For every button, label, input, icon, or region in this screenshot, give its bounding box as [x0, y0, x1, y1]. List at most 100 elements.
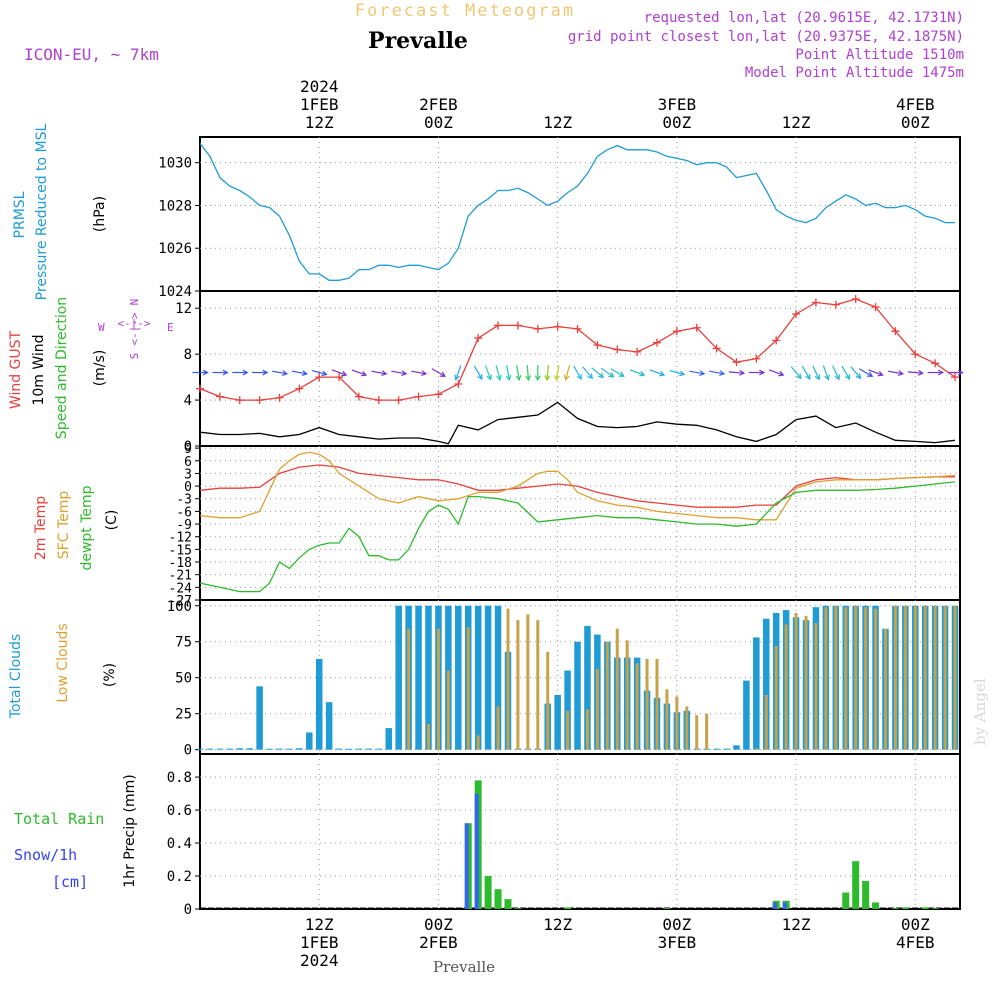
rain-bar [484, 876, 492, 909]
total-cloud-bar [236, 748, 243, 750]
rain-legend: Total Rain [14, 810, 104, 828]
snow-bar [464, 823, 469, 909]
top-time-label: 1FEB [300, 95, 339, 114]
rain-bar [862, 880, 870, 909]
wind-arrow [748, 369, 766, 376]
total-cloud-bar [763, 618, 770, 750]
gust-marker [672, 327, 681, 336]
low-cloud-bar [804, 615, 808, 750]
y-tick-label: -15 [169, 543, 192, 558]
wind-arrow [689, 370, 706, 376]
gust-marker [533, 324, 542, 333]
gust-marker [692, 323, 701, 332]
gust-marker [553, 322, 562, 331]
total-cloud-bar [743, 680, 750, 750]
low-cloud-bar [705, 713, 709, 750]
low-cloud-bar [407, 628, 411, 750]
gust-marker [374, 396, 383, 405]
wind-arrow [351, 369, 368, 377]
total-cloud-bar [753, 637, 760, 750]
wind-arrow [649, 369, 666, 377]
compass-horizontal-arrows: <-|-> [117, 317, 150, 330]
y-tick-label: -27 [169, 594, 192, 609]
wind-arrow [371, 370, 388, 376]
gust-marker [235, 396, 244, 405]
low-cloud-bar [595, 669, 599, 750]
wind-arrow [790, 366, 802, 380]
series-line [199, 298, 956, 401]
pressure-axis-subtitle: Pressure Reduced to MSL [34, 123, 50, 300]
low-cloud-bar [824, 607, 828, 750]
snow-legend: Snow/1h [14, 846, 77, 864]
wind-arrow [495, 365, 502, 381]
gust-marker [891, 327, 900, 336]
rain-bar [842, 892, 850, 909]
precip-axis-title: 1hr Precip (mm) [122, 774, 138, 887]
wind-arrow [822, 365, 830, 381]
wind-arrow [473, 365, 483, 381]
gust-marker [474, 334, 483, 343]
gust-marker [434, 390, 443, 399]
y-tick-label: 0 [184, 480, 192, 495]
gust-marker [831, 300, 840, 309]
wind-panel: 0 4 8 12 [175, 290, 964, 455]
model-name: ICON-EU, ~ 7km [24, 45, 159, 64]
gust-marker [454, 380, 463, 388]
y-tick-label: 6 [184, 455, 192, 470]
top-time-label: 12Z [305, 113, 334, 132]
gust-marker [931, 359, 940, 368]
snow-unit-legend: [cm] [52, 873, 88, 891]
compass-west: W [98, 321, 105, 334]
wind-arrow [391, 370, 408, 376]
wind-arrow [801, 365, 811, 381]
bottom-time-label: 12Z [782, 915, 811, 934]
compass-rose: W E <-|-><-|-> N S [98, 299, 174, 360]
wind-arrow [534, 365, 541, 382]
total-cloud-bar [206, 748, 214, 750]
low-cloud-bar [754, 748, 758, 750]
gust-marker [613, 345, 622, 354]
gust-marker [255, 396, 264, 405]
rain-bar [504, 899, 512, 909]
gust-marker [394, 396, 403, 405]
total-cloud-bar [196, 748, 204, 750]
y-tick-label: 8 [184, 347, 192, 363]
bottom-time-label: 3FEB [658, 933, 697, 952]
rain-bar [921, 907, 929, 909]
y-tick-label: -21 [169, 569, 192, 584]
y-tick-label: 9 [184, 442, 192, 457]
panel-frame [199, 753, 961, 910]
gust-marker [652, 338, 661, 347]
location-title: Prevalle [368, 28, 468, 54]
pressure-axis-unit: (hPa) [92, 196, 108, 232]
compass-vertical-arrows: <-|-> [128, 312, 141, 345]
wind-arrow [252, 369, 269, 376]
low-cloud-bar [476, 735, 480, 750]
gust-marker [275, 393, 284, 402]
wind-arrow [484, 365, 493, 381]
gust-marker [513, 321, 522, 330]
y-tick-label: 75 [175, 635, 192, 651]
dewpoint-axis-title: dewpt Temp [79, 485, 95, 570]
wind-arrow [832, 365, 840, 381]
gust-axis-title: Wind GUST [8, 330, 24, 409]
y-tick-label: 4 [184, 393, 192, 409]
gust-marker [811, 298, 820, 307]
footer-location: Prevalle [433, 958, 495, 976]
y-tick-label: 0.8 [167, 770, 192, 786]
series-line [199, 143, 955, 281]
low-cloud-bar [883, 628, 887, 750]
low-cloud-bar [953, 605, 957, 750]
total-cloud-bar [415, 605, 422, 750]
panel-frame [199, 136, 961, 292]
total-cloud-bar [325, 702, 333, 750]
low-cloud-bar [784, 624, 788, 750]
gust-marker [752, 354, 761, 363]
y-tick-label: -24 [169, 581, 193, 596]
low-cloud-bar [635, 663, 639, 750]
wind-arrow [887, 370, 905, 376]
total-cloud-bar [385, 728, 393, 750]
low-cloud-bar [794, 612, 798, 750]
